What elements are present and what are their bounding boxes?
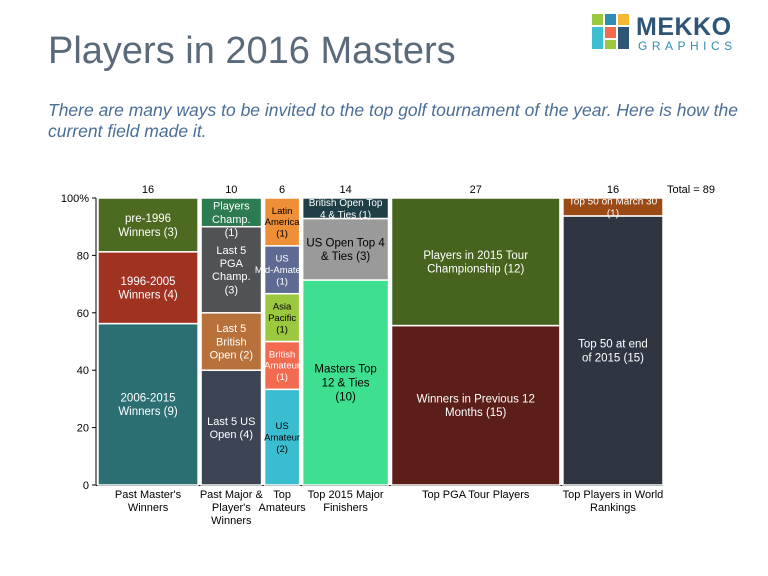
segment-label: Last 3 Players Champ. (1) [212, 187, 251, 239]
segment-rect [200, 312, 263, 371]
segment-rect [562, 197, 664, 217]
segment-label: US Mid-Amateur (1) [255, 254, 309, 288]
segment-label: British Amateur (1) [264, 349, 300, 383]
segment-rect [263, 197, 301, 247]
segment-rect [97, 197, 199, 253]
column-5 [562, 197, 664, 486]
logo-word-mekko: MEKKO [636, 13, 732, 41]
y-tick-label: 100% [61, 193, 89, 205]
segment-label: British Open Top 4 & Ties (1) [309, 198, 383, 221]
y-tick-label: 0 [83, 480, 89, 492]
segment-rect [301, 279, 390, 486]
column-2 [263, 197, 301, 486]
column-total-label: 10 [225, 184, 237, 196]
y-tick-label: 20 [77, 423, 89, 435]
segment-label: Last 5 US Open (4) [207, 416, 255, 441]
column-4 [390, 197, 561, 486]
page-title: Players in 2016 Masters [48, 30, 456, 72]
segment-label: Last 5 British Open (2) [210, 323, 253, 361]
y-tick-label: 40 [77, 365, 89, 377]
mekko-graphics-logo: MEKKO GRAPHICS [592, 12, 752, 53]
segment-label: Players in 2015 Tour Championship (12) [423, 250, 528, 276]
column-total-label: 27 [470, 184, 482, 196]
segment-rect [97, 251, 199, 325]
segment-label: 1996-2005 Winners (4) [118, 276, 178, 302]
column-total-label: 6 [279, 184, 285, 196]
segment-rect [390, 197, 561, 327]
segment-rect [390, 324, 561, 486]
segment-label: Top 50 at end of 2015 (15) [578, 339, 648, 365]
page-subtitle: There are many ways to be invited to the… [48, 100, 739, 141]
segment-rect [263, 245, 301, 295]
segment-label: Top 50 on March 30 (1) [569, 196, 658, 219]
segment-rect [200, 369, 263, 486]
segment-label: Last 5 PGA Champ. (3) [212, 245, 251, 297]
category-label: Past Major & Player's Winners [200, 489, 264, 527]
segment-label: US Open Top 4 & Ties (3) [306, 237, 385, 263]
category-label: Top 2015 Major Finishers [308, 489, 384, 514]
segment-rect [200, 197, 263, 228]
y-tick-label: 60 [77, 308, 89, 320]
segment-label: Latin America (1) [265, 206, 301, 240]
segment-rect [301, 197, 390, 220]
y-tick-label: 80 [77, 250, 89, 262]
segment-rect [97, 322, 199, 486]
column-0 [97, 197, 199, 486]
segment-label: Masters Top 12 & Ties (10) [314, 364, 376, 404]
segment-rect [263, 292, 301, 343]
segment-label: Winners in Previous 12 Months (15) [417, 393, 535, 419]
segment-label: pre-1996 Winners (3) [118, 213, 178, 239]
segment-label: Asia Pacific (1) [268, 302, 296, 336]
segment-rect [301, 217, 390, 281]
category-label: Top PGA Tour Players [422, 489, 530, 501]
segment-label: US Amateur (2) [264, 421, 300, 455]
segment-rect [562, 215, 664, 486]
category-label: Top Amateurs [259, 489, 307, 514]
column-3 [301, 197, 390, 486]
category-label: Past Master's Winners [115, 489, 182, 514]
category-label: Top Players in World Rankings [563, 489, 664, 514]
column-1 [200, 197, 263, 486]
segment-label: 2006-2015 Winners (9) [118, 392, 178, 418]
mekko-squares-icon [592, 14, 629, 49]
column-total-label: 16 [142, 184, 154, 196]
column-total-label: 14 [339, 184, 351, 196]
total-label: Total = 89 [667, 184, 715, 196]
column-total-label: 16 [607, 184, 619, 196]
logo-word-graphics: GRAPHICS [638, 39, 737, 53]
